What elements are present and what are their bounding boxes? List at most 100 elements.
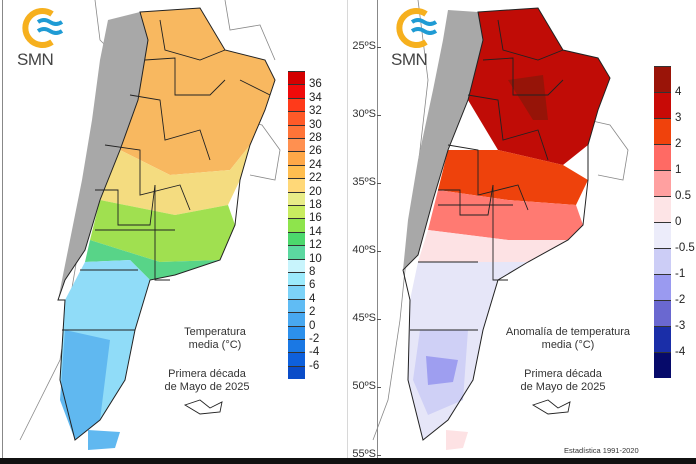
colorbar-swatch bbox=[288, 124, 305, 138]
map-period: Primera década de Mayo de 2025 bbox=[152, 368, 262, 394]
colorbar-label: 2 bbox=[675, 138, 682, 150]
province-borders bbox=[62, 19, 271, 331]
colorbar-label: 8 bbox=[309, 266, 316, 278]
colorbar-label: 24 bbox=[309, 158, 322, 171]
colorbar-swatch bbox=[288, 231, 305, 246]
colorbar-label: -3 bbox=[675, 320, 686, 332]
colorbar-label: 0 bbox=[309, 319, 316, 332]
colorbar-swatch bbox=[288, 365, 305, 380]
colorbar-swatch bbox=[288, 245, 305, 259]
latitude-label: 35ºS bbox=[352, 176, 376, 188]
smn-logo: SMN bbox=[12, 6, 72, 72]
mean-temperature-map-panel: SMN 36 34 32 30 28 26 24 22 20 18 16 14 12 10 8 6 4 2 0 -2-… bbox=[0, 0, 348, 458]
colorbar-label: 30 bbox=[309, 118, 322, 131]
colorbar-label: -0.5 bbox=[675, 242, 695, 254]
falkland-islands bbox=[183, 399, 223, 415]
smn-logo-icon bbox=[396, 8, 438, 48]
uruguay-border bbox=[587, 119, 629, 181]
map-title-line2: media (°C) bbox=[188, 339, 242, 351]
region-anomaly-neg2 bbox=[426, 356, 458, 385]
colorbar-label: 0 bbox=[675, 216, 682, 228]
region-anomaly-2 bbox=[438, 150, 588, 205]
colorbar-label: 16 bbox=[309, 212, 322, 225]
colorbar-swatch bbox=[288, 151, 305, 165]
latitude-label: 25ºS bbox=[352, 40, 376, 52]
colorbar-swatch bbox=[288, 178, 305, 192]
colorbar-label: 26 bbox=[309, 145, 322, 158]
colorbar-label: 2 bbox=[309, 306, 316, 319]
colorbar-label: -4 bbox=[309, 346, 320, 359]
colorbar-swatch bbox=[288, 97, 305, 112]
colorbar-label: 32 bbox=[309, 105, 322, 118]
colorbar-label: 22 bbox=[309, 172, 322, 185]
bolivia-border bbox=[224, 0, 276, 61]
map-period-line1: Primera década bbox=[168, 368, 246, 380]
colorbar-label: -2 bbox=[309, 333, 320, 345]
colorbar-swatch bbox=[288, 298, 305, 313]
colorbar-label: 4 bbox=[309, 292, 316, 305]
region-tierra-del-fuego bbox=[446, 430, 468, 450]
colorbar-swatch bbox=[288, 138, 305, 152]
smn-logo: SMN bbox=[386, 6, 446, 72]
colorbar-swatch bbox=[288, 272, 305, 286]
mean-temperature-map bbox=[19, 0, 281, 450]
colorbar-label: 14 bbox=[309, 225, 322, 238]
colorbar-swatch bbox=[288, 285, 305, 299]
colorbar-swatch bbox=[654, 274, 671, 300]
falkland-islands bbox=[531, 399, 571, 415]
map-period-line1: Primera década bbox=[524, 368, 602, 380]
map-title-line1: Anomalía de temperatura bbox=[505, 326, 631, 338]
colorbar-swatch bbox=[288, 325, 305, 339]
colorbar-swatch bbox=[288, 339, 305, 353]
region-teal bbox=[85, 240, 220, 280]
colorbar-label: 12 bbox=[309, 239, 322, 252]
colorbar-label: 6 bbox=[309, 279, 316, 292]
colorbar-swatch bbox=[288, 71, 305, 85]
latitude-label: 30ºS bbox=[352, 108, 376, 120]
colorbar-swatch bbox=[654, 300, 671, 326]
latitude-label: 50ºS bbox=[352, 380, 376, 392]
colorbar-swatch bbox=[654, 352, 671, 378]
colorbar-swatch bbox=[288, 111, 305, 125]
andes-relief bbox=[403, 10, 483, 270]
colorbar-label: 28 bbox=[309, 132, 322, 144]
map-period-line2: de Mayo de 2025 bbox=[520, 381, 606, 393]
province-borders bbox=[410, 19, 564, 331]
colorbar-swatch bbox=[654, 144, 671, 170]
colorbar-swatch bbox=[654, 92, 671, 118]
map-period: Primera década de Mayo de 2025 bbox=[508, 368, 618, 394]
colorbar-swatch bbox=[654, 170, 671, 196]
region-mild bbox=[100, 145, 250, 215]
map-title: Temperatura media (°C) bbox=[160, 326, 270, 352]
colorbar-swatch bbox=[654, 222, 671, 248]
temperature-anomaly-map bbox=[372, 0, 629, 450]
colorbar-swatch bbox=[654, 248, 671, 274]
region-tierra-del-fuego bbox=[88, 430, 120, 450]
smn-logo-text: SMN bbox=[391, 50, 428, 69]
map-period-line2: de Mayo de 2025 bbox=[164, 381, 250, 393]
colorbar-swatch bbox=[288, 218, 305, 232]
statistics-reference: Estadística 1991-2020 bbox=[564, 446, 639, 455]
colorbar-swatch bbox=[654, 118, 671, 144]
colorbar-swatch bbox=[654, 196, 671, 222]
region-warm-north bbox=[120, 8, 275, 175]
colorbar-label: -6 bbox=[309, 359, 320, 372]
region-green bbox=[90, 200, 235, 262]
colorbar-label: 4 bbox=[675, 86, 682, 98]
colorbar-label: 36 bbox=[309, 78, 322, 91]
andes-relief bbox=[58, 12, 148, 300]
region-anomaly-4 bbox=[508, 75, 548, 120]
colorbar-label: -4 bbox=[675, 346, 686, 358]
smn-logo-icon bbox=[22, 8, 64, 48]
map-title: Anomalía de temperatura media (°C) bbox=[498, 326, 638, 352]
colorbar-label: -2 bbox=[675, 294, 686, 306]
latitude-label: 55ºS bbox=[352, 448, 376, 458]
colorbar-swatch bbox=[288, 205, 305, 219]
latitude-label: 40ºS bbox=[352, 244, 376, 256]
smn-logo-text: SMN bbox=[17, 50, 54, 69]
colorbar-label: 20 bbox=[309, 185, 322, 198]
region-anomaly-1 bbox=[428, 190, 583, 240]
colorbar-swatch bbox=[288, 312, 305, 326]
colorbar-swatch bbox=[654, 66, 671, 92]
colorbar-label: -1 bbox=[675, 268, 686, 280]
